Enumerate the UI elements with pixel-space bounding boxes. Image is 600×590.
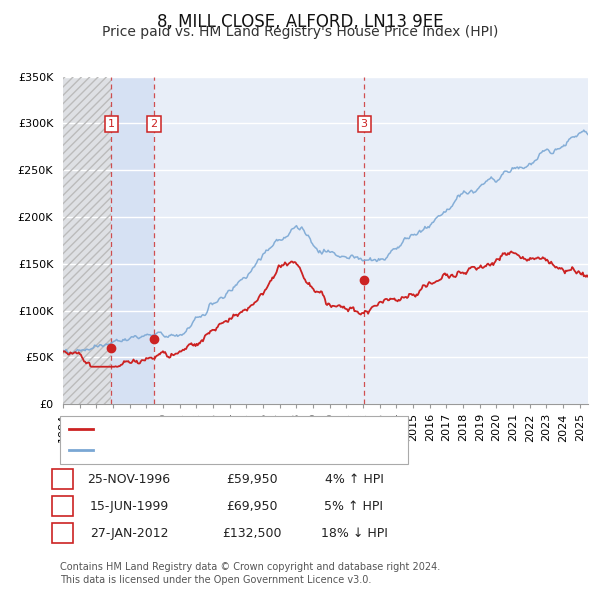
Text: 25-NOV-1996: 25-NOV-1996 (88, 473, 170, 486)
Text: 2: 2 (150, 119, 157, 129)
Text: 1: 1 (59, 473, 67, 486)
Text: 8, MILL CLOSE, ALFORD, LN13 9EE: 8, MILL CLOSE, ALFORD, LN13 9EE (157, 13, 443, 31)
Bar (63, 77, 112, 404)
Text: HPI: Average price, detached house, East Lindsey: HPI: Average price, detached house, East… (100, 443, 393, 456)
Text: 3: 3 (361, 119, 368, 129)
Text: 4% ↑ HPI: 4% ↑ HPI (325, 473, 383, 486)
Text: 5% ↑ HPI: 5% ↑ HPI (325, 500, 383, 513)
Text: 3: 3 (59, 527, 67, 540)
Text: £132,500: £132,500 (222, 527, 282, 540)
Text: Price paid vs. HM Land Registry's House Price Index (HPI): Price paid vs. HM Land Registry's House … (102, 25, 498, 39)
Text: 1: 1 (108, 119, 115, 129)
Bar (63, 77, 112, 404)
Text: £69,950: £69,950 (226, 500, 278, 513)
Text: 8, MILL CLOSE, ALFORD, LN13 9EE (detached house): 8, MILL CLOSE, ALFORD, LN13 9EE (detache… (100, 422, 410, 435)
Text: 2: 2 (59, 500, 67, 513)
Bar (112, 77, 154, 404)
Text: Contains HM Land Registry data © Crown copyright and database right 2024.
This d: Contains HM Land Registry data © Crown c… (60, 562, 440, 585)
Text: 18% ↓ HPI: 18% ↓ HPI (320, 527, 388, 540)
Text: 27-JAN-2012: 27-JAN-2012 (90, 527, 168, 540)
Text: £59,950: £59,950 (226, 473, 278, 486)
Text: 15-JUN-1999: 15-JUN-1999 (89, 500, 169, 513)
